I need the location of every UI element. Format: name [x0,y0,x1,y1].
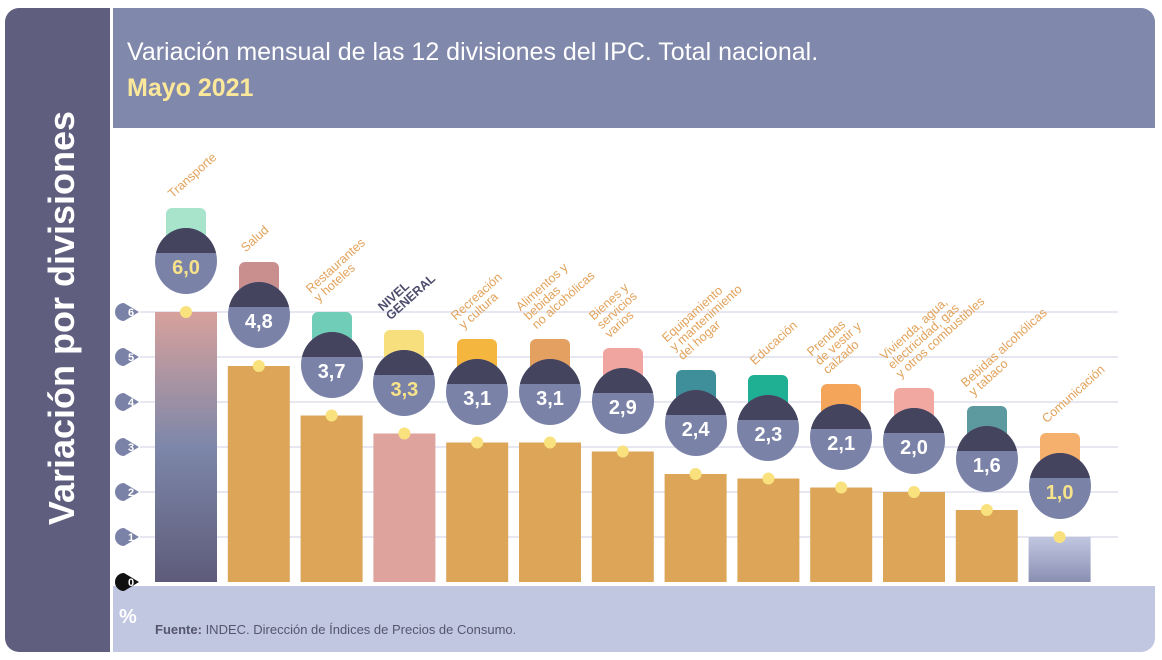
value-badge: 2,1 [810,403,873,470]
badge-pocket [810,403,873,429]
ytick-label: 6 [128,307,134,319]
bar [664,474,727,582]
badge-pocket [300,331,363,357]
value-label: 6,0 [172,257,200,279]
value-label: 2,1 [827,432,856,455]
value-badge: 3,1 [519,358,581,425]
unit-label: % [119,606,137,628]
value-label: 2,3 [754,423,783,446]
value-dot [544,436,556,449]
bar [591,451,654,582]
source-label: Fuente: [155,622,202,637]
bar [519,442,581,582]
value-dot [908,486,920,498]
value-badge: 2,4 [664,390,727,456]
ytick-marker [115,528,139,546]
ytick-marker [115,438,139,456]
ytick-label: 5 [128,352,134,364]
source-note: Fuente: INDEC. Dirección de Índices de P… [155,622,516,637]
value-badge: 2,0 [883,408,945,474]
header: Variación mensual de las 12 divisiones d… [113,8,1155,128]
source-text: INDEC. Dirección de Índices de Precios d… [201,622,517,637]
ytick-label: 4 [128,397,135,409]
footer: % Fuente: INDEC. Dirección de Índices de… [113,586,1155,652]
ytick-marker [114,573,139,591]
bar [446,442,509,582]
value-label: 2,0 [900,437,928,459]
value-dot [689,468,702,480]
value-badge: 1,0 [1028,453,1091,519]
value-dot [762,472,775,485]
value-dot [835,481,848,494]
value-label: 3,7 [317,360,346,383]
chart-subtitle: Mayo 2021 [127,74,254,102]
value-dot [471,436,484,449]
badge-pocket [664,390,727,416]
value-label: 1,0 [1045,482,1074,504]
badge-pocket [1028,453,1091,479]
sidebar: Variación por divisiones [5,8,110,652]
value-label: 2,4 [681,419,710,441]
bar [883,492,945,582]
badge-pocket [155,228,217,254]
value-badge: 3,3 [373,349,436,416]
badge-pocket [883,408,945,434]
badge-pocket [227,282,290,308]
value-label: 3,1 [536,387,564,410]
value-label: 1,6 [972,455,1001,477]
value-badge: 2,9 [591,367,654,434]
value-label: 3,3 [390,378,419,401]
value-dot [252,360,265,372]
bar [1028,537,1091,582]
value-badge: 6,0 [155,228,217,294]
bar [955,510,1018,582]
bar [155,312,217,582]
value-dot [616,445,629,458]
badge-pocket [446,358,509,384]
value-dot [398,427,411,440]
ytick-marker [115,393,139,411]
ytick-marker [115,348,139,366]
ytick-marker [115,483,139,501]
bar [810,487,873,582]
value-badge: 2,3 [737,394,800,461]
value-badge: 1,6 [955,426,1018,492]
value-label: 3,1 [463,387,492,410]
bar [373,433,436,582]
ytick-label: 1 [128,532,134,544]
badge-pocket [591,367,654,393]
value-badge: 3,7 [300,331,363,398]
badge-pocket [737,394,800,420]
ytick-label: 0 [128,577,134,589]
value-dot [325,409,338,422]
ytick-marker [115,303,139,321]
ytick-label: 2 [128,487,134,499]
value-dot [180,306,192,318]
badge-pocket [373,349,436,375]
value-badge: 4,8 [227,282,290,348]
badge-pocket [519,358,581,384]
value-label: 2,9 [608,396,637,419]
bar [737,478,800,582]
value-dot [1053,531,1066,543]
value-label: 4,8 [244,311,273,333]
value-dot [980,504,993,516]
value-badge: 3,1 [446,358,509,425]
ytick-label: 3 [128,442,134,454]
bar [300,415,363,582]
badge-pocket [955,426,1018,452]
chart-title: Variación mensual de las 12 divisiones d… [127,38,819,66]
bar [227,366,290,582]
